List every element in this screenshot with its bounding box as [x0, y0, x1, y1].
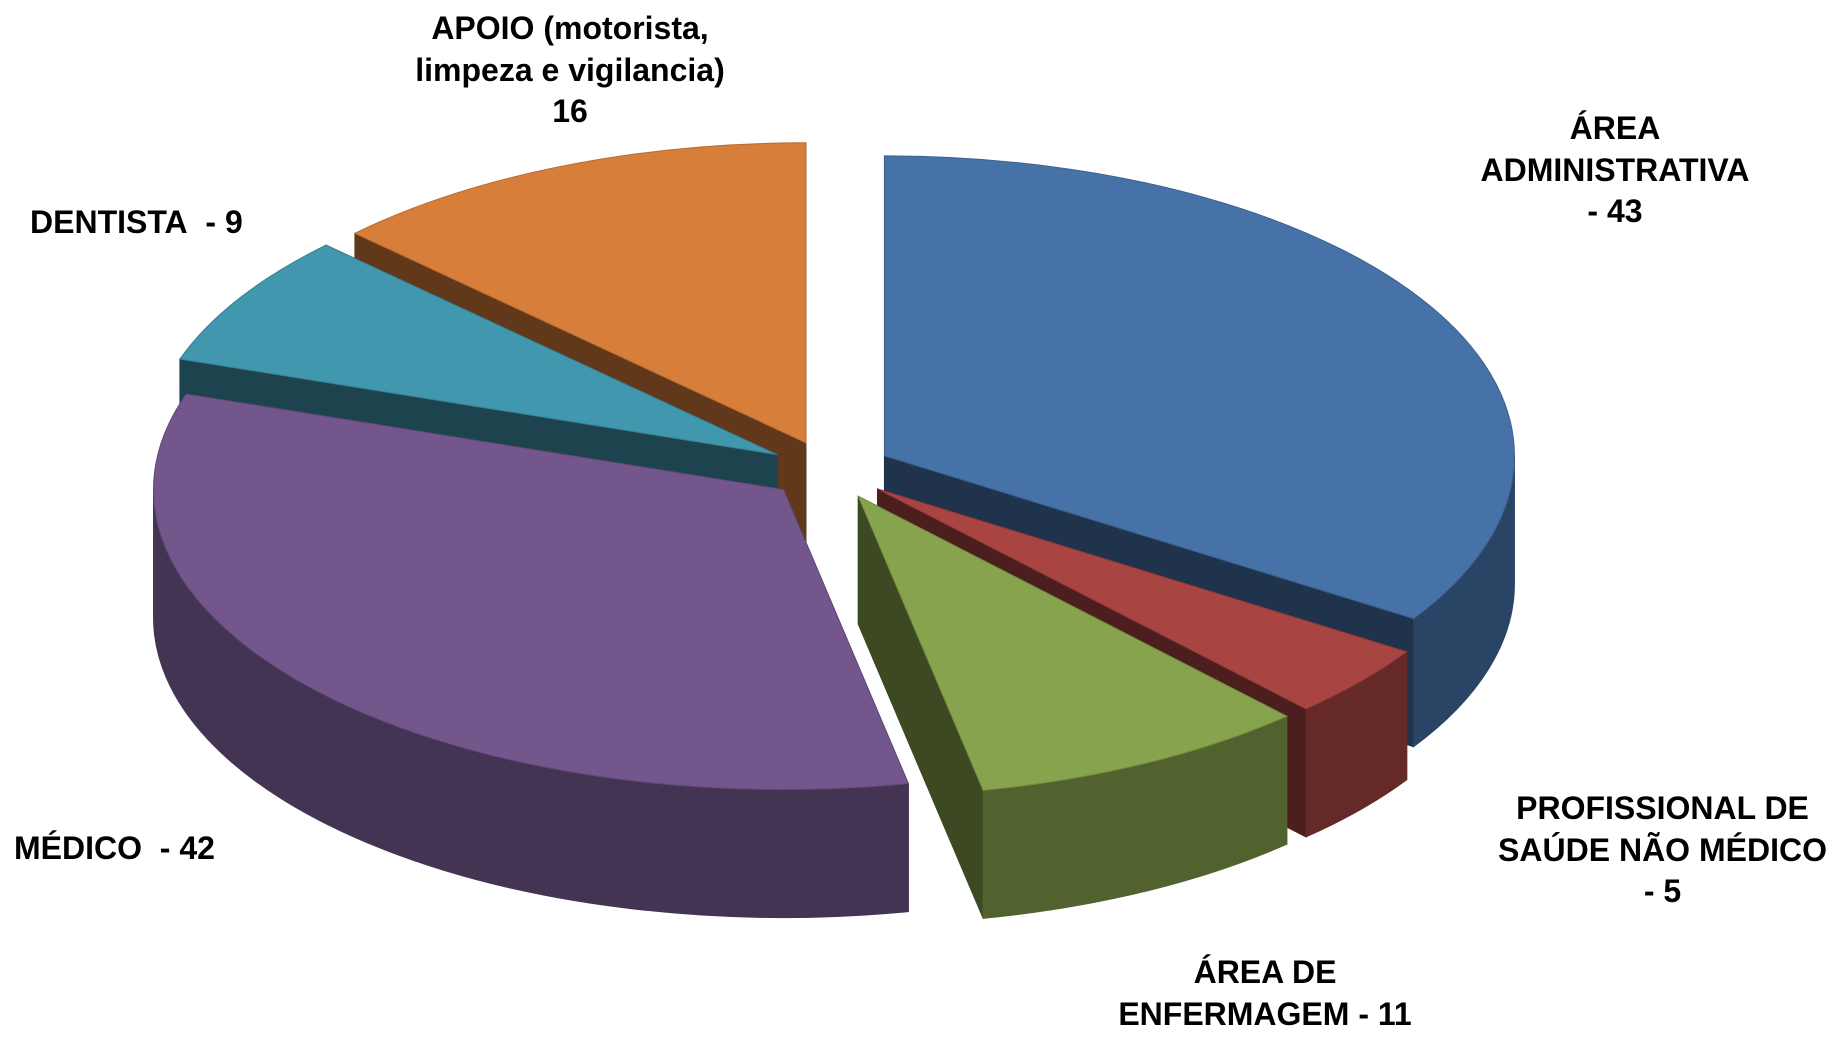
slice: [153, 393, 910, 791]
slice-label: PROFISSIONAL DE SAÚDE NÃO MÉDICO - 5: [1495, 788, 1830, 913]
value-label: - 43: [1587, 193, 1643, 230]
category-label: ÁREA DE ENFERMAGEM: [1118, 954, 1350, 1032]
slice-label: ÁREA ADMINISTRATIVA - 43: [1450, 108, 1780, 233]
category-label: ÁREA ADMINISTRATIVA: [1480, 110, 1750, 188]
slice: [877, 488, 1408, 710]
category-label: DENTISTA: [30, 204, 188, 240]
slice: [857, 495, 1288, 791]
category-label: PROFISSIONAL DE SAÚDE NÃO MÉDICO: [1498, 790, 1827, 868]
category-label: APOIO (motorista, limpeza e vigilancia): [415, 10, 725, 88]
slice-label: MÉDICO - 42: [14, 828, 215, 870]
category-label: MÉDICO: [14, 830, 142, 866]
slice-label: ÁREA DE ENFERMAGEM - 11: [1085, 952, 1445, 1035]
value-label: - 5: [1643, 873, 1682, 910]
value-label: - 11: [1358, 995, 1412, 1032]
slice: [883, 155, 1515, 620]
slice-label: DENTISTA - 9: [30, 202, 243, 244]
value-label: - 9: [205, 204, 243, 240]
slice: [179, 244, 778, 456]
slice: [353, 142, 807, 444]
value-label: - 42: [159, 830, 215, 866]
slice-label: APOIO (motorista, limpeza e vigilancia) …: [380, 8, 760, 133]
value-label: 16: [552, 93, 588, 130]
